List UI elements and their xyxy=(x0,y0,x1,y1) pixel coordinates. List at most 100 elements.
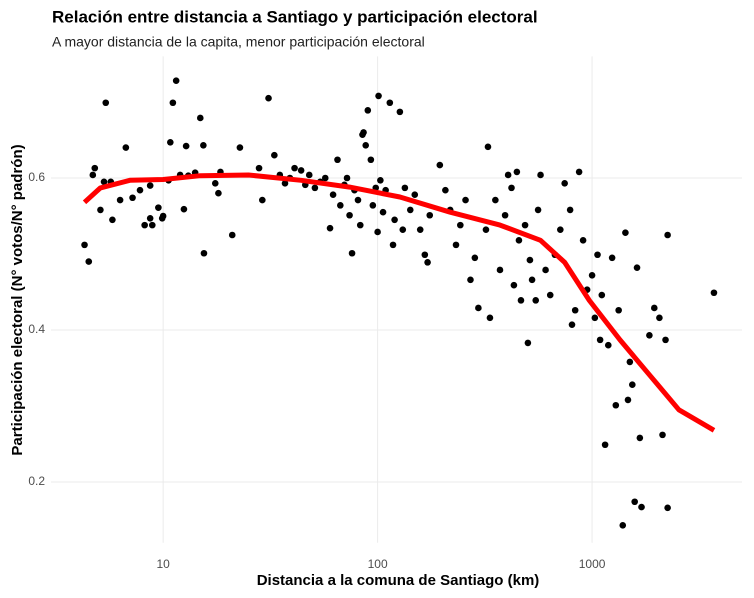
point xyxy=(557,226,564,233)
point xyxy=(664,231,671,239)
point xyxy=(228,231,236,239)
point xyxy=(102,99,110,107)
point xyxy=(97,206,104,214)
point xyxy=(379,208,387,216)
point xyxy=(129,194,136,202)
point xyxy=(664,504,671,512)
point xyxy=(406,206,414,214)
point xyxy=(588,271,596,279)
point xyxy=(619,522,627,529)
point xyxy=(591,314,599,322)
point xyxy=(631,498,638,506)
point xyxy=(579,237,587,244)
point xyxy=(146,214,154,222)
point xyxy=(172,77,180,85)
point xyxy=(436,161,444,169)
point xyxy=(367,156,375,164)
point xyxy=(571,306,579,314)
point xyxy=(297,167,305,174)
chart-subtitle: A mayor distancia de la capita, menor pa… xyxy=(52,34,425,50)
point xyxy=(598,291,606,299)
point xyxy=(159,212,167,220)
point xyxy=(467,276,474,284)
point xyxy=(396,108,404,116)
point xyxy=(622,229,629,237)
point xyxy=(374,228,381,236)
point xyxy=(343,174,351,182)
point xyxy=(638,503,645,511)
y-tick-label: 0.6 xyxy=(28,170,45,184)
x-tick-label: 10 xyxy=(156,557,170,571)
point xyxy=(348,249,356,257)
point xyxy=(534,206,542,214)
point xyxy=(122,144,130,151)
point xyxy=(486,314,494,322)
point xyxy=(200,249,208,257)
point xyxy=(337,202,344,209)
point xyxy=(601,441,609,449)
point xyxy=(526,256,534,264)
point xyxy=(411,191,419,199)
point xyxy=(360,129,367,136)
point xyxy=(196,114,204,122)
point xyxy=(377,176,384,184)
point xyxy=(281,180,289,187)
point xyxy=(100,178,108,186)
point xyxy=(537,171,544,179)
point xyxy=(510,281,518,289)
point xyxy=(369,202,377,209)
point xyxy=(326,224,334,232)
point xyxy=(85,258,93,265)
trend-line xyxy=(82,172,716,433)
point xyxy=(91,164,99,172)
point xyxy=(265,94,272,102)
plot-area xyxy=(81,77,718,529)
point xyxy=(362,142,370,149)
point xyxy=(501,211,509,219)
point xyxy=(334,156,341,164)
point xyxy=(656,314,663,322)
point xyxy=(624,396,632,404)
point xyxy=(259,196,266,204)
point xyxy=(401,184,409,192)
y-tick-label: 0.2 xyxy=(28,474,45,488)
point xyxy=(391,216,398,224)
point xyxy=(575,168,583,176)
point xyxy=(650,304,658,312)
x-tick-label: 1000 xyxy=(579,557,606,571)
point xyxy=(504,171,512,179)
point xyxy=(482,226,490,233)
point xyxy=(329,191,337,199)
point xyxy=(416,226,424,233)
point xyxy=(211,180,219,187)
point xyxy=(136,186,144,194)
point xyxy=(109,216,116,224)
point xyxy=(424,259,431,266)
point xyxy=(399,226,407,233)
point xyxy=(515,237,523,244)
point xyxy=(182,142,190,150)
point xyxy=(215,189,222,197)
point xyxy=(155,204,162,211)
point xyxy=(200,142,207,149)
point xyxy=(546,291,554,299)
point xyxy=(566,206,574,214)
point xyxy=(375,92,382,100)
point xyxy=(542,266,549,274)
point xyxy=(255,164,263,172)
chart-title: Relación entre distancia a Santiago y pa… xyxy=(52,7,538,26)
point xyxy=(452,241,460,249)
point xyxy=(633,264,641,271)
point xyxy=(421,251,429,259)
point xyxy=(442,186,449,194)
point xyxy=(521,221,529,229)
point xyxy=(386,99,394,107)
point xyxy=(389,241,397,249)
point xyxy=(426,211,434,219)
point xyxy=(356,221,364,229)
point xyxy=(626,358,634,366)
point xyxy=(517,297,525,304)
point xyxy=(116,196,124,204)
point xyxy=(492,196,499,204)
y-axis-label: Participación electoral (N° votos/N° pad… xyxy=(9,144,26,455)
